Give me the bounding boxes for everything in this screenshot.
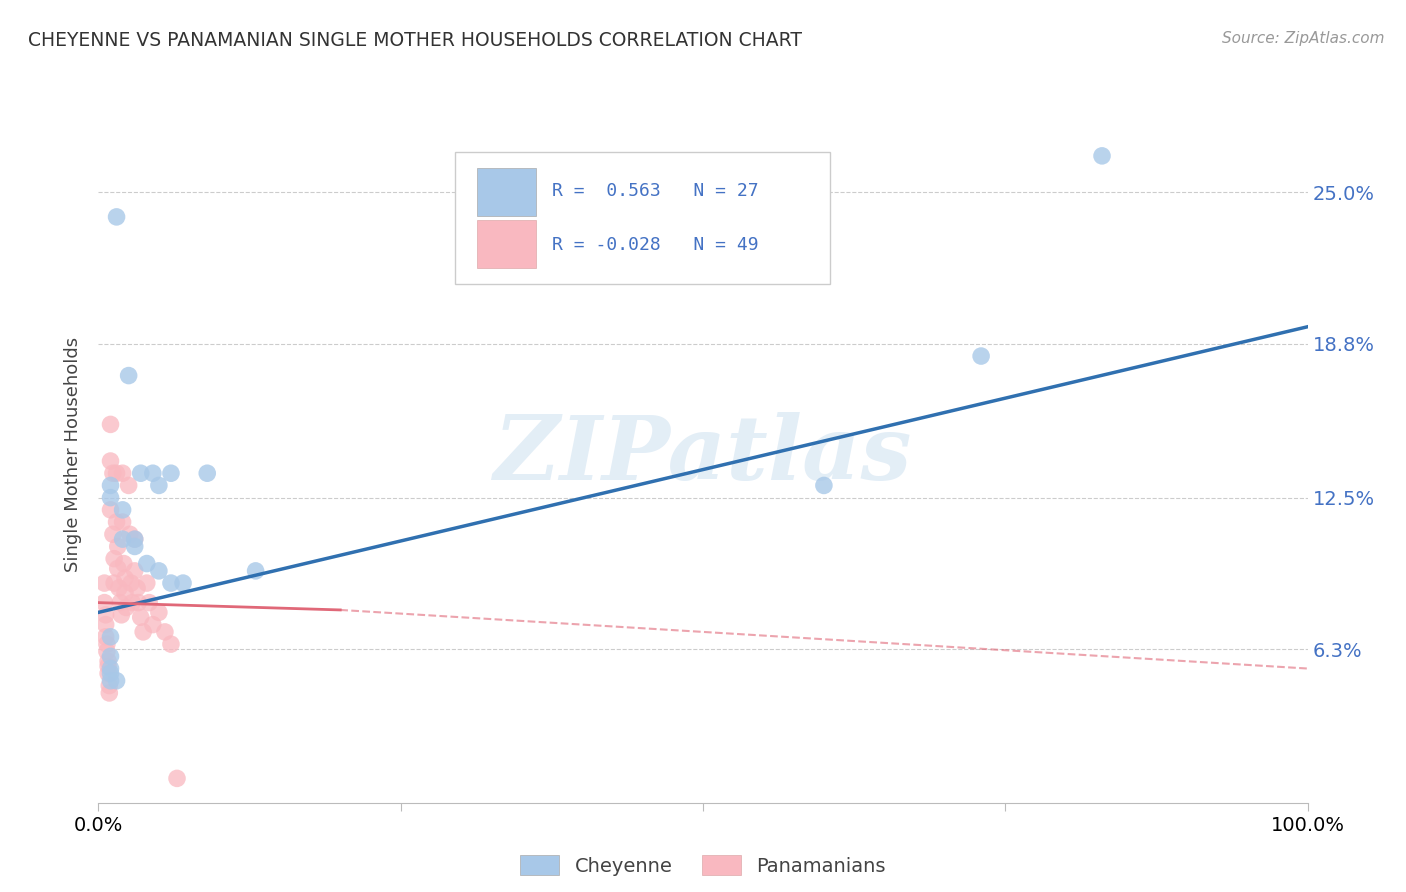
Point <box>105 515 128 529</box>
Point <box>94 617 117 632</box>
Point <box>172 576 194 591</box>
Point <box>103 551 125 566</box>
Point <box>100 454 122 468</box>
Point <box>135 576 157 591</box>
Point <box>114 586 136 600</box>
Point <box>100 503 122 517</box>
Point <box>100 478 122 492</box>
Point <box>127 596 149 610</box>
Point <box>124 532 146 546</box>
Point <box>111 503 134 517</box>
FancyBboxPatch shape <box>477 169 536 216</box>
Point <box>96 644 118 658</box>
Point <box>160 467 183 481</box>
Point <box>100 666 122 681</box>
Point <box>96 637 118 651</box>
Point <box>107 540 129 554</box>
Point <box>97 666 120 681</box>
Point <box>160 637 183 651</box>
Point <box>94 630 117 644</box>
Text: CHEYENNE VS PANAMANIAN SINGLE MOTHER HOUSEHOLDS CORRELATION CHART: CHEYENNE VS PANAMANIAN SINGLE MOTHER HOU… <box>28 31 801 50</box>
Point <box>132 624 155 639</box>
Point <box>127 581 149 595</box>
Point <box>148 478 170 492</box>
Point <box>970 349 993 363</box>
Point <box>100 491 122 505</box>
Point <box>97 654 120 668</box>
Point <box>153 624 176 639</box>
Point <box>103 576 125 591</box>
Text: R =  0.563   N = 27: R = 0.563 N = 27 <box>553 182 758 200</box>
Point <box>121 596 143 610</box>
Point <box>108 581 131 595</box>
Point <box>105 210 128 224</box>
Point <box>115 600 138 615</box>
Point <box>148 564 170 578</box>
Point <box>111 467 134 481</box>
Point <box>108 596 131 610</box>
Point <box>142 617 165 632</box>
Point <box>160 576 183 591</box>
Point <box>97 659 120 673</box>
Text: Source: ZipAtlas.com: Source: ZipAtlas.com <box>1222 31 1385 46</box>
Point <box>245 564 267 578</box>
Point <box>98 679 121 693</box>
Point <box>1091 149 1114 163</box>
Point <box>124 540 146 554</box>
Point <box>100 661 122 675</box>
Legend: Cheyenne, Panamanians: Cheyenne, Panamanians <box>513 847 893 884</box>
Point <box>100 649 122 664</box>
Text: R = -0.028   N = 49: R = -0.028 N = 49 <box>553 235 758 254</box>
Point <box>101 527 124 541</box>
Point <box>110 607 132 622</box>
Point <box>105 467 128 481</box>
Point <box>129 467 152 481</box>
Point <box>94 607 117 622</box>
Point <box>129 610 152 624</box>
Point <box>105 673 128 688</box>
Point <box>100 630 122 644</box>
Point <box>813 478 835 492</box>
Point <box>166 772 188 786</box>
Point <box>118 478 141 492</box>
Point <box>100 417 122 432</box>
Point <box>124 532 146 546</box>
Point <box>93 596 115 610</box>
Point <box>138 596 160 610</box>
Point <box>135 557 157 571</box>
Point <box>142 467 165 481</box>
FancyBboxPatch shape <box>456 153 830 285</box>
Point <box>195 467 218 481</box>
Point <box>101 467 124 481</box>
Point <box>118 368 141 383</box>
Text: ZIPatlas: ZIPatlas <box>495 412 911 498</box>
Point <box>120 576 142 591</box>
Point <box>111 515 134 529</box>
Point <box>114 571 136 585</box>
FancyBboxPatch shape <box>477 220 536 268</box>
Point <box>148 606 170 620</box>
Point <box>112 557 135 571</box>
Point <box>93 576 115 591</box>
Point <box>118 527 141 541</box>
Point <box>124 564 146 578</box>
Point <box>100 673 122 688</box>
Point <box>98 686 121 700</box>
Point <box>107 561 129 575</box>
Point <box>111 532 134 546</box>
Y-axis label: Single Mother Households: Single Mother Households <box>65 337 83 573</box>
